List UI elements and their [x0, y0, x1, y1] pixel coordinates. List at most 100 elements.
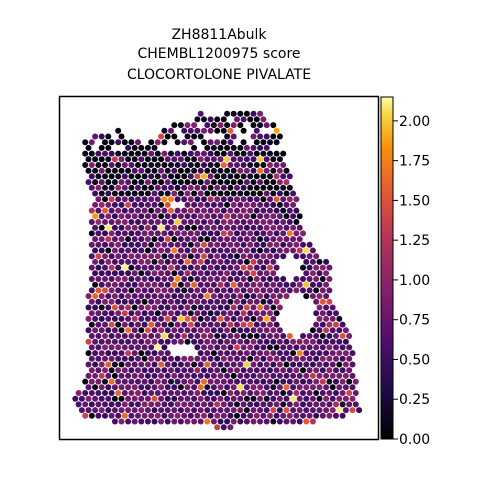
- spot-point: [161, 264, 168, 271]
- spot-point: [230, 407, 237, 414]
- spot-point: [247, 367, 254, 374]
- spot-point: [105, 293, 112, 300]
- spot-point: [323, 327, 330, 334]
- spot-point: [135, 241, 141, 248]
- spot-point: [144, 270, 151, 277]
- spot-point: [151, 201, 158, 208]
- spot-point: [201, 230, 207, 237]
- spot-point: [85, 315, 92, 322]
- spot-point: [138, 361, 145, 368]
- spot-point: [128, 401, 135, 408]
- spot-point: [88, 298, 95, 305]
- spot-point: [217, 293, 224, 300]
- spot-point: [92, 236, 99, 243]
- spot-point: [98, 133, 105, 140]
- spot-point: [250, 144, 257, 151]
- spot-point: [349, 407, 356, 414]
- spot-point: [85, 372, 92, 379]
- spot-point: [326, 344, 333, 351]
- spot-point: [263, 133, 270, 140]
- spot-point: [95, 344, 102, 351]
- spot-point: [263, 179, 270, 186]
- spot-point: [240, 196, 247, 203]
- spot-point: [253, 321, 260, 328]
- spot-point: [234, 116, 240, 123]
- spot-point: [253, 127, 260, 134]
- spot-point: [148, 390, 155, 396]
- spot-point: [158, 338, 165, 345]
- spot-point: [237, 190, 244, 197]
- spot-point: [243, 407, 250, 414]
- spot-point: [230, 258, 237, 265]
- spot-point: [230, 144, 237, 151]
- spot-point: [227, 401, 234, 408]
- spot-point: [257, 293, 264, 300]
- spot-point: [220, 321, 227, 328]
- spot-point: [280, 173, 287, 180]
- spot-point: [118, 407, 125, 414]
- spot-point: [171, 384, 178, 391]
- spot-point: [201, 344, 207, 351]
- spot-point: [217, 395, 224, 402]
- spot-point: [108, 139, 115, 146]
- spot-point: [135, 333, 141, 339]
- spot-point: [224, 133, 231, 140]
- spot-point: [217, 281, 224, 288]
- spot-point: [194, 401, 201, 408]
- spot-point: [121, 196, 128, 203]
- spot-point: [85, 350, 92, 357]
- spot-point: [177, 361, 184, 368]
- spot-point: [138, 190, 145, 197]
- spot-point: [111, 281, 118, 288]
- spot-point: [131, 213, 138, 220]
- spot-point: [88, 287, 95, 294]
- spot-point: [346, 367, 353, 374]
- spot-point: [111, 190, 118, 197]
- spot-point: [141, 150, 148, 157]
- spot-point: [227, 139, 234, 146]
- spot-point: [220, 310, 227, 317]
- spot-point: [161, 219, 168, 225]
- spot-point: [257, 213, 264, 220]
- spot-point: [260, 401, 267, 408]
- title-line-3: CLOCORTOLONE PIVALATE: [127, 67, 311, 83]
- spot-point: [276, 304, 283, 311]
- spot-point: [121, 173, 128, 180]
- spot-point: [220, 139, 227, 146]
- spot-point: [95, 162, 102, 168]
- spot-point: [88, 378, 95, 385]
- spot-point: [204, 338, 211, 345]
- spot-point: [88, 310, 95, 317]
- spot-point: [174, 333, 181, 339]
- spot-point: [210, 281, 217, 288]
- spot-point: [273, 264, 280, 271]
- spot-point: [138, 281, 145, 288]
- spot-point: [234, 207, 240, 214]
- spot-point: [121, 412, 128, 419]
- spot-point: [177, 122, 184, 129]
- spot-point: [210, 224, 217, 231]
- spot-point: [171, 133, 178, 140]
- spot-point: [336, 327, 343, 334]
- spot-point: [82, 412, 89, 419]
- spot-point: [273, 173, 280, 180]
- spot-point: [148, 230, 155, 237]
- spot-point: [257, 361, 264, 368]
- spot-point: [227, 241, 234, 248]
- spot-point: [88, 321, 95, 328]
- spot-point: [257, 304, 264, 311]
- spot-point: [257, 327, 264, 334]
- spot-point: [98, 281, 105, 288]
- spot-point: [336, 350, 343, 357]
- spot-point: [273, 230, 280, 237]
- spot-point: [283, 201, 290, 208]
- spot-point: [201, 378, 207, 385]
- spot-point: [168, 310, 174, 317]
- spot-point: [98, 315, 105, 322]
- spot-point: [300, 378, 306, 385]
- spot-point: [168, 241, 174, 248]
- spot-point: [148, 298, 155, 305]
- spot-point: [171, 361, 178, 368]
- spot-point: [247, 276, 254, 282]
- spot-point: [88, 401, 95, 408]
